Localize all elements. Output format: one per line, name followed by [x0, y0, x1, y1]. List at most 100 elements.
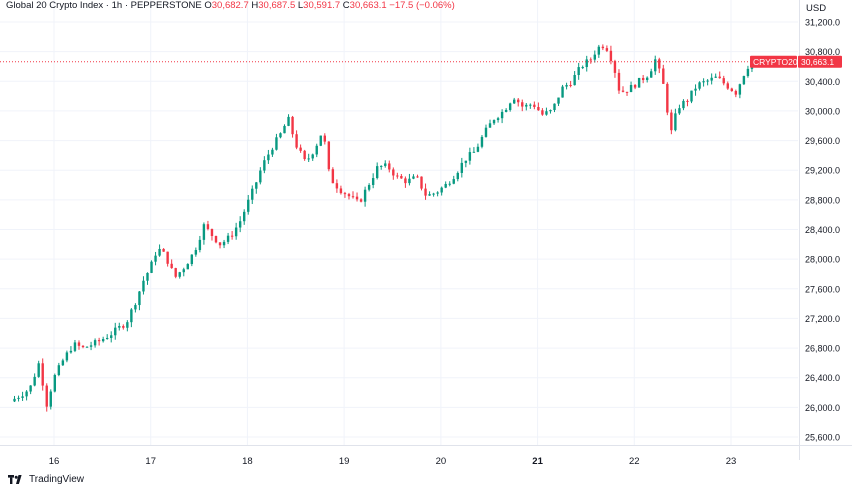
- candle-body[interactable]: [295, 134, 298, 148]
- candle-body[interactable]: [537, 107, 540, 111]
- candle-body[interactable]: [375, 166, 379, 179]
- candle-body[interactable]: [234, 227, 238, 237]
- tradingview-brand[interactable]: TradingView: [8, 474, 84, 485]
- candle-body[interactable]: [432, 193, 435, 195]
- candle-body[interactable]: [666, 83, 669, 113]
- candle-body[interactable]: [323, 135, 326, 142]
- candle-body[interactable]: [589, 59, 592, 61]
- candle-body[interactable]: [440, 187, 443, 193]
- candle-body[interactable]: [702, 81, 705, 83]
- candle-body[interactable]: [650, 71, 653, 78]
- candle-body[interactable]: [126, 322, 129, 328]
- candle-body[interactable]: [714, 76, 717, 78]
- candle-body[interactable]: [182, 269, 185, 273]
- candle-body[interactable]: [170, 263, 173, 269]
- candle-body[interactable]: [69, 350, 73, 353]
- candle-body[interactable]: [355, 196, 359, 200]
- candle-body[interactable]: [609, 50, 613, 62]
- candle-body[interactable]: [291, 116, 294, 135]
- candle-body[interactable]: [541, 110, 544, 115]
- candle-body[interactable]: [347, 194, 351, 197]
- candle-body[interactable]: [500, 111, 504, 119]
- candle-body[interactable]: [706, 80, 709, 82]
- candle-body[interactable]: [400, 176, 403, 179]
- candle-body[interactable]: [496, 118, 500, 121]
- candle-body[interactable]: [162, 248, 165, 252]
- candle-body[interactable]: [37, 363, 40, 377]
- candle-body[interactable]: [230, 235, 234, 237]
- candle-body[interactable]: [222, 241, 226, 246]
- candle-body[interactable]: [690, 90, 693, 102]
- candle-body[interactable]: [299, 147, 302, 151]
- candle-body[interactable]: [210, 228, 214, 236]
- candle-body[interactable]: [275, 137, 278, 150]
- candle-body[interactable]: [420, 176, 423, 189]
- candle-body[interactable]: [226, 235, 230, 242]
- candle-body[interactable]: [654, 59, 657, 72]
- candle-body[interactable]: [351, 196, 355, 198]
- candle-body[interactable]: [726, 83, 729, 89]
- candle-body[interactable]: [629, 85, 633, 93]
- candle-body[interactable]: [396, 175, 399, 177]
- candle-body[interactable]: [722, 78, 725, 84]
- candle-body[interactable]: [343, 193, 347, 195]
- candle-body[interactable]: [553, 103, 556, 111]
- candle-body[interactable]: [134, 305, 137, 310]
- candle-body[interactable]: [464, 160, 468, 163]
- candle-body[interactable]: [49, 391, 52, 407]
- candle-body[interactable]: [468, 152, 472, 161]
- candle-body[interactable]: [331, 169, 335, 184]
- candle-body[interactable]: [190, 254, 194, 265]
- candle-body[interactable]: [327, 141, 331, 170]
- candle-body[interactable]: [738, 84, 742, 95]
- candle-body[interactable]: [17, 397, 20, 399]
- candle-body[interactable]: [267, 154, 270, 161]
- candle-body[interactable]: [662, 68, 665, 84]
- candle-body[interactable]: [367, 184, 371, 190]
- candle-body[interactable]: [492, 120, 496, 124]
- candle-body[interactable]: [577, 67, 580, 76]
- candle-body[interactable]: [77, 342, 81, 346]
- candle-body[interactable]: [263, 160, 266, 171]
- candle-body[interactable]: [521, 102, 524, 107]
- candle-body[interactable]: [404, 178, 407, 184]
- candle-body[interactable]: [238, 221, 242, 228]
- candle-body[interactable]: [674, 113, 677, 131]
- candle-body[interactable]: [122, 326, 125, 328]
- candle-body[interactable]: [186, 264, 189, 270]
- candle-body[interactable]: [33, 376, 36, 386]
- candle-body[interactable]: [436, 192, 439, 194]
- candle-body[interactable]: [533, 104, 536, 108]
- candle-body[interactable]: [130, 309, 133, 323]
- candle-body[interactable]: [637, 77, 641, 88]
- candle-body[interactable]: [392, 169, 395, 176]
- candle-body[interactable]: [315, 145, 318, 155]
- candle-body[interactable]: [339, 188, 343, 194]
- candle-body[interactable]: [41, 363, 44, 386]
- candle-body[interactable]: [617, 72, 621, 91]
- candle-body[interactable]: [625, 91, 629, 93]
- candle-body[interactable]: [504, 109, 508, 112]
- candle-body[interactable]: [61, 360, 65, 366]
- candle-body[interactable]: [101, 339, 105, 342]
- candle-body[interactable]: [247, 199, 250, 212]
- candle-body[interactable]: [214, 235, 218, 243]
- candle-body[interactable]: [480, 136, 484, 147]
- candle-body[interactable]: [388, 163, 391, 170]
- candle-body[interactable]: [734, 91, 738, 95]
- candle-body[interactable]: [412, 176, 415, 179]
- candle-body[interactable]: [363, 189, 367, 202]
- candle-body[interactable]: [25, 391, 28, 397]
- candle-body[interactable]: [678, 108, 681, 114]
- candle-body[interactable]: [658, 59, 661, 69]
- price-axis[interactable]: 25,600.0 26,000.0 26,400.0 26,800.0 27,200.0…: [805, 18, 840, 443]
- candle-body[interactable]: [166, 251, 169, 264]
- candle-body[interactable]: [428, 194, 431, 196]
- candle-body[interactable]: [202, 224, 206, 240]
- candle-body[interactable]: [384, 163, 387, 166]
- candle-body[interactable]: [585, 59, 588, 68]
- candle-body[interactable]: [416, 176, 419, 178]
- candle-body[interactable]: [698, 82, 701, 89]
- candle-body[interactable]: [146, 272, 149, 281]
